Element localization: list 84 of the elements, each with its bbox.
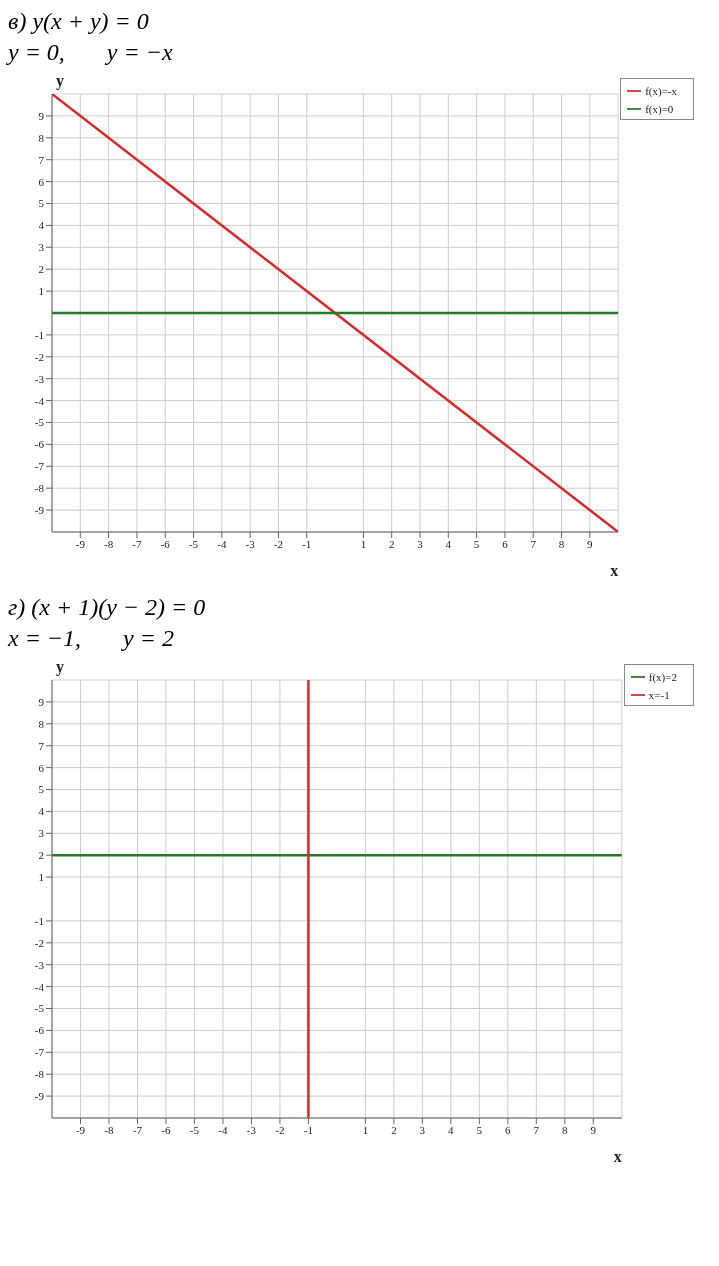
x-tick-label: 1 — [360, 537, 367, 550]
y-tick-label: -3 — [34, 958, 45, 971]
y-tick-label: 2 — [38, 263, 44, 276]
y-axis-title: y — [56, 658, 64, 676]
y-tick-label: 1 — [38, 871, 44, 884]
x-tick-label: -8 — [104, 1123, 115, 1136]
y-tick-label: -1 — [34, 914, 44, 927]
x-tick-label: 3 — [419, 1123, 426, 1136]
y-tick-label: -9 — [34, 1090, 45, 1103]
x-tick-label: -6 — [160, 537, 171, 550]
y-tick-label: 6 — [38, 175, 45, 188]
y-tick-label: 6 — [38, 761, 45, 774]
x-tick-label: 8 — [562, 1123, 569, 1136]
x-tick-label: -3 — [245, 537, 256, 550]
y-tick-label: 7 — [38, 153, 45, 166]
y-tick-label: 1 — [38, 285, 44, 298]
x-tick-label: 6 — [505, 1123, 512, 1136]
x-tick-label: -5 — [188, 537, 199, 550]
x-tick-label: 5 — [473, 537, 480, 550]
legend-label: f(x)=2 — [648, 671, 677, 683]
y-tick-label: -1 — [34, 328, 44, 341]
x-tick-label: 4 — [445, 537, 452, 550]
y-tick-label: 8 — [38, 717, 45, 730]
legend-label: f(x)=-x — [645, 85, 677, 97]
x-tick-label: -4 — [218, 1123, 229, 1136]
x-tick-label: 7 — [533, 1123, 540, 1136]
x-tick-label: 9 — [590, 1123, 597, 1136]
y-axis-title: y — [56, 72, 64, 90]
x-tick-label: -7 — [132, 537, 142, 550]
x-tick-label: 6 — [502, 537, 509, 550]
y-tick-label: -2 — [34, 350, 44, 363]
x-tick-label: -2 — [275, 1123, 285, 1136]
x-tick-label: 5 — [476, 1123, 483, 1136]
y-tick-label: -4 — [34, 394, 45, 407]
chart-title: в) y(x + y) = 0 — [8, 8, 150, 35]
x-tick-label: -1 — [302, 537, 312, 550]
x-tick-label: 9 — [587, 537, 594, 550]
y-tick-label: 9 — [38, 109, 45, 122]
x-tick-label: -7 — [132, 1123, 143, 1136]
y-tick-label: 5 — [38, 197, 45, 210]
chart-title: г) (x + 1)(y − 2) = 0 — [8, 594, 207, 621]
x-tick-label: 8 — [558, 537, 565, 550]
y-tick-label: -3 — [34, 372, 45, 385]
y-tick-label: -9 — [34, 504, 45, 517]
x-tick-label: -4 — [217, 537, 227, 550]
x-tick-label: -3 — [246, 1123, 257, 1136]
x-axis-title: x — [610, 562, 619, 579]
y-tick-label: -7 — [34, 460, 45, 473]
y-tick-label: -7 — [34, 1046, 45, 1059]
y-tick-label: -8 — [34, 482, 45, 495]
x-tick-label: 1 — [362, 1123, 369, 1136]
y-tick-label: -6 — [34, 438, 45, 451]
legend-label: f(x)=0 — [645, 103, 674, 115]
y-tick-label: -8 — [34, 1068, 45, 1081]
x-tick-label: -1 — [303, 1123, 313, 1136]
y-tick-label: 3 — [38, 241, 45, 254]
x-tick-label: -8 — [104, 537, 114, 550]
y-tick-label: -2 — [34, 936, 44, 949]
x-tick-label: 3 — [417, 537, 424, 550]
y-tick-label: 8 — [38, 131, 45, 144]
y-tick-label: 4 — [38, 805, 45, 818]
y-tick-label: -6 — [34, 1024, 45, 1037]
y-tick-label: 9 — [38, 695, 45, 708]
x-tick-label: -5 — [189, 1123, 200, 1136]
chart-subtitle: y = 0, y = −x — [8, 39, 174, 66]
x-tick-label: 2 — [391, 1123, 397, 1136]
x-tick-label: 7 — [530, 537, 537, 550]
y-tick-label: 5 — [38, 783, 45, 796]
y-tick-label: -4 — [34, 980, 45, 993]
x-tick-label: 4 — [448, 1123, 455, 1136]
x-tick-label: 2 — [388, 537, 395, 550]
y-tick-label: -5 — [34, 416, 45, 429]
legend-label: x=-1 — [648, 689, 670, 701]
y-tick-label: 2 — [38, 849, 44, 862]
x-tick-label: -6 — [161, 1123, 172, 1136]
y-tick-label: 7 — [38, 739, 45, 752]
x-tick-label: -2 — [273, 537, 284, 550]
y-tick-label: 3 — [38, 827, 45, 840]
y-tick-label: -5 — [34, 1002, 45, 1015]
x-tick-label: -9 — [75, 537, 86, 550]
x-axis-title: x — [613, 1148, 622, 1165]
x-tick-label: -9 — [75, 1123, 86, 1136]
chart-subtitle: x = −1, y = 2 — [8, 625, 175, 652]
y-tick-label: 4 — [38, 219, 45, 232]
